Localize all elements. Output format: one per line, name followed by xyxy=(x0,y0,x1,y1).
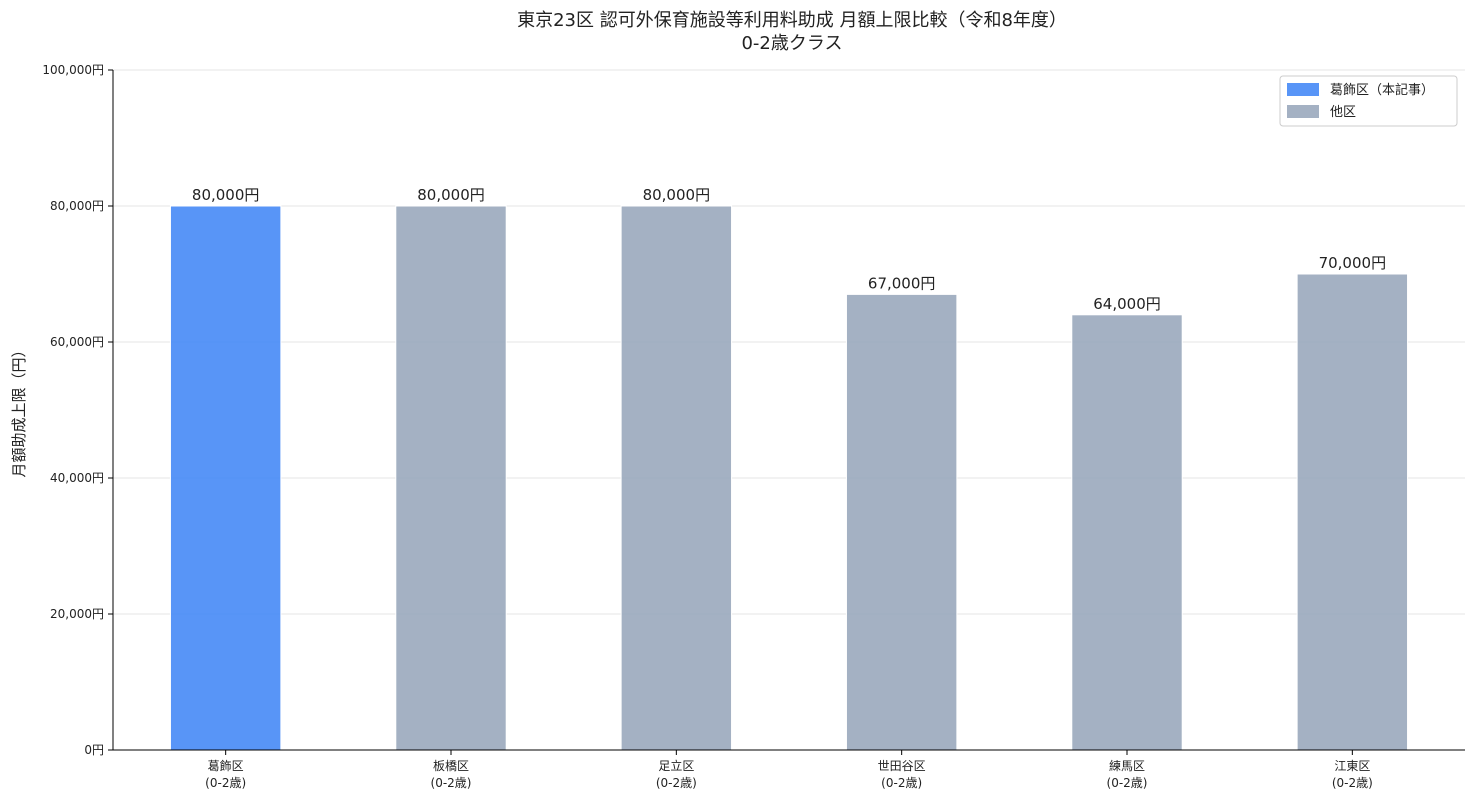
data-labels: 80,000円 80,000円 80,000円 67,000円 64,000円 70,00… xyxy=(192,186,1386,313)
bar xyxy=(620,205,733,751)
x-tick-label: 板橋区 xyxy=(433,759,469,773)
x-tick-sublabel: (0-2歳) xyxy=(656,776,697,790)
x-tick-sublabel: (0-2歳) xyxy=(1107,776,1148,790)
x-tick-sublabel: (0-2歳) xyxy=(205,776,246,790)
x-tick-sublabel: (0-2歳) xyxy=(881,776,922,790)
x-tick-label: 葛飾区 xyxy=(208,759,244,773)
y-axis-label: 月額助成上限（円） xyxy=(10,342,28,477)
x-tick-sublabel: (0-2歳) xyxy=(431,776,472,790)
bars xyxy=(169,205,1409,751)
y-tick-label: 100,000円 xyxy=(42,63,104,77)
x-axis-ticks: 葛飾区 (0-2歳) 板橋区 (0-2歳) 足立区 (0-2歳) 世田谷区 (0-2歳) 練馬区… xyxy=(205,750,1373,790)
grid-lines xyxy=(113,69,1465,615)
bar xyxy=(1296,273,1409,751)
bar xyxy=(1071,314,1183,751)
y-tick-label: 40,000円 xyxy=(50,471,104,485)
legend-label-highlight: 葛飾区（本記事） xyxy=(1330,82,1434,98)
y-tick-label: 60,000円 xyxy=(50,335,104,349)
legend-label-other: 他区 xyxy=(1330,105,1356,120)
legend: 葛飾区（本記事） 他区 xyxy=(1279,75,1458,127)
y-tick-label: 0円 xyxy=(84,743,104,757)
legend-swatch-other xyxy=(1287,105,1319,118)
y-axis-ticks: 0円 20,000円 40,000円 60,000円 80,000円 100,000円 xyxy=(42,63,113,757)
bar-value-label: 70,000円 xyxy=(1319,254,1387,272)
x-tick-label: 足立区 xyxy=(658,758,694,773)
x-tick-label: 世田谷区 xyxy=(878,759,926,773)
chart-subtitle: 0-2歳クラス xyxy=(741,33,842,54)
x-tick-label: 練馬区 xyxy=(1109,759,1145,773)
x-tick-label: 江東区 xyxy=(1334,759,1370,773)
bar-value-label: 64,000円 xyxy=(1093,295,1161,313)
bar-value-label: 80,000円 xyxy=(192,186,260,204)
chart-title: 東京23区 認可外保育施設等利用料助成 月額上限比較（令和8年度） xyxy=(517,10,1067,31)
x-tick-sublabel: (0-2歳) xyxy=(1332,776,1373,790)
bar-value-label: 80,000円 xyxy=(643,186,711,204)
bar-value-label: 67,000円 xyxy=(868,274,936,292)
y-tick-label: 80,000円 xyxy=(50,199,104,213)
bar xyxy=(395,205,507,751)
bar xyxy=(845,293,958,751)
y-tick-label: 20,000円 xyxy=(50,607,104,621)
bar xyxy=(169,205,282,751)
legend-swatch-highlight xyxy=(1287,83,1319,96)
legend-frame xyxy=(1279,75,1458,127)
bar-value-label: 80,000円 xyxy=(417,186,485,204)
